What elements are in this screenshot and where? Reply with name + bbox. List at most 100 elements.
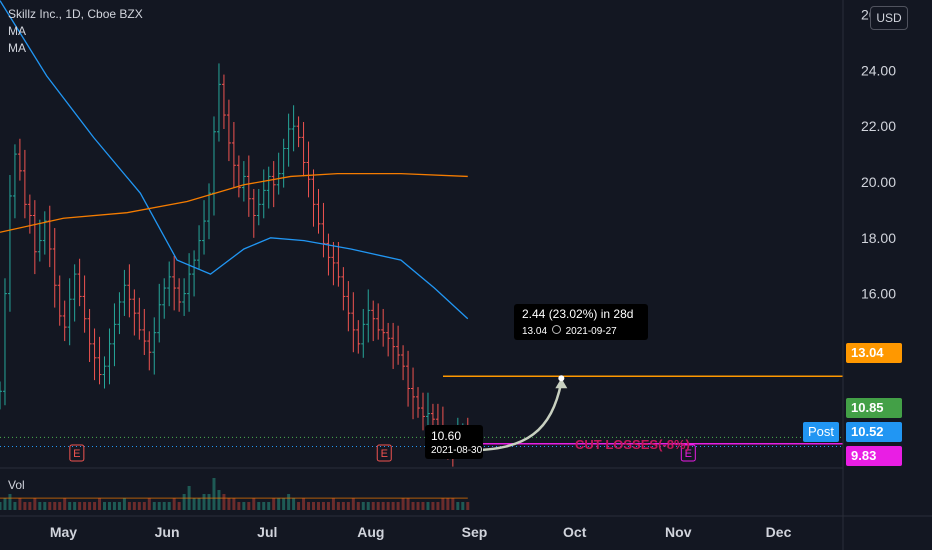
volume-bar: [341, 502, 345, 510]
volume-bar: [297, 502, 301, 510]
volume-bar: [356, 502, 360, 510]
volume-bar: [132, 502, 136, 510]
volume-bar: [411, 502, 415, 510]
volume-bar: [466, 502, 470, 510]
ma-fast-line: [0, 0, 469, 320]
currency-button[interactable]: USD: [870, 6, 908, 30]
volume-bar: [436, 502, 440, 510]
volume-bar: [137, 502, 141, 510]
volume-bar: [316, 502, 320, 510]
projection-tooltip: 2.44 (23.02%) in 28d 13.04 2021-09-27: [514, 304, 648, 340]
volume-bar: [73, 502, 77, 510]
volume-bar: [152, 502, 156, 510]
clock-icon: [551, 325, 561, 334]
time-tick-label: Jul: [257, 524, 277, 540]
volume-bar: [247, 502, 251, 510]
earnings-marker-label: E: [381, 448, 388, 460]
volume-bar: [13, 502, 17, 510]
ma-indicator-label[interactable]: MA: [8, 41, 26, 55]
symbol-title: Skillz Inc., 1D, Cboe BZX: [8, 7, 143, 21]
volume-bar: [112, 502, 116, 510]
projection-change: 2.44 (23.02%) in 28d: [522, 307, 634, 321]
volume-bar: [88, 502, 92, 510]
price-tick-label: 20.00: [861, 174, 896, 190]
volume-label: Vol: [8, 478, 25, 492]
volume-bar: [117, 502, 121, 510]
volume-bar: [396, 502, 400, 510]
volume-bar: [212, 478, 216, 510]
earnings-marker-label: E: [685, 448, 692, 460]
volume-bar: [252, 498, 256, 510]
time-tick-label: Nov: [665, 524, 692, 540]
volume-bar: [282, 498, 286, 510]
earnings-marker-label: E: [73, 448, 80, 460]
arrow-head-icon: [555, 378, 568, 389]
projection-end-point: [558, 375, 565, 382]
volume-bar: [103, 502, 107, 510]
volume-bar: [83, 502, 87, 510]
volume-bar: [222, 494, 226, 510]
volume-bar: [53, 502, 57, 510]
volume-bar: [262, 502, 266, 510]
time-tick-label: Oct: [563, 524, 587, 540]
volume-bar: [376, 502, 380, 510]
volume-bar: [63, 498, 67, 510]
earnings-marker-icon: [376, 444, 392, 462]
volume-bar: [202, 494, 206, 510]
volume-bar: [122, 498, 126, 510]
volume-bar: [431, 502, 435, 510]
volume-bar: [177, 502, 181, 510]
volume-bar: [182, 494, 186, 510]
volume-bar: [302, 498, 306, 510]
volume-bar: [33, 498, 37, 510]
moving-averages: [0, 0, 469, 320]
volume-bar: [446, 498, 450, 510]
ma-indicator-label[interactable]: MA: [8, 24, 26, 38]
volume-bar: [142, 502, 146, 510]
volume-bar: [167, 502, 171, 510]
volume-bar: [8, 494, 12, 510]
target-price-tag: 13.04: [846, 343, 902, 363]
volume-bar: [307, 502, 311, 510]
volume-bar: [127, 502, 131, 510]
volume-bar: [401, 498, 405, 510]
volume-bar: [456, 502, 460, 510]
volume-bar: [346, 502, 350, 510]
volume-bar: [28, 502, 32, 510]
volume-bar: [277, 498, 281, 510]
volume-bar: [68, 502, 72, 510]
stop-price-tag: 9.83: [846, 446, 902, 466]
time-tick-label: May: [50, 524, 77, 540]
start-price: 10.60: [431, 429, 462, 443]
volume-bar: [147, 498, 151, 510]
volume-bar: [391, 502, 395, 510]
volume-bar: [172, 498, 176, 510]
volume-bar: [287, 494, 291, 510]
volume-bar: [38, 502, 42, 510]
volume-bar: [58, 502, 62, 510]
volume-bar: [326, 502, 330, 510]
volume-bar: [361, 502, 365, 510]
volume-bar: [292, 498, 296, 510]
horizontal-levels: [0, 375, 843, 448]
start-date: 2021-08-30: [431, 445, 483, 456]
volume-bar: [227, 498, 231, 510]
volume-bar: [321, 502, 325, 510]
volume-bar: [421, 502, 425, 510]
volume-bar: [366, 502, 370, 510]
volume-bar: [217, 490, 221, 510]
time-tick-label: Aug: [357, 524, 384, 540]
volume-bar: [331, 498, 335, 510]
volume-bar: [371, 502, 375, 510]
start-tooltip: 10.60 2021-08-30: [425, 425, 483, 459]
volume-bar: [93, 502, 97, 510]
earnings-marker-icon: [69, 444, 85, 462]
post-market-label: Post: [803, 422, 840, 442]
volume-bar: [242, 502, 246, 510]
volume-bar: [237, 502, 241, 510]
time-tick-label: Dec: [766, 524, 792, 540]
volume-bar: [18, 498, 22, 510]
volume-bar: [207, 494, 211, 510]
